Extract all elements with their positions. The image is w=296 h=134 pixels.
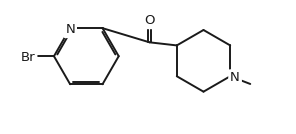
Text: N: N — [65, 23, 75, 36]
Text: O: O — [144, 14, 155, 27]
Text: N: N — [230, 71, 240, 84]
Text: Br: Br — [21, 51, 36, 64]
